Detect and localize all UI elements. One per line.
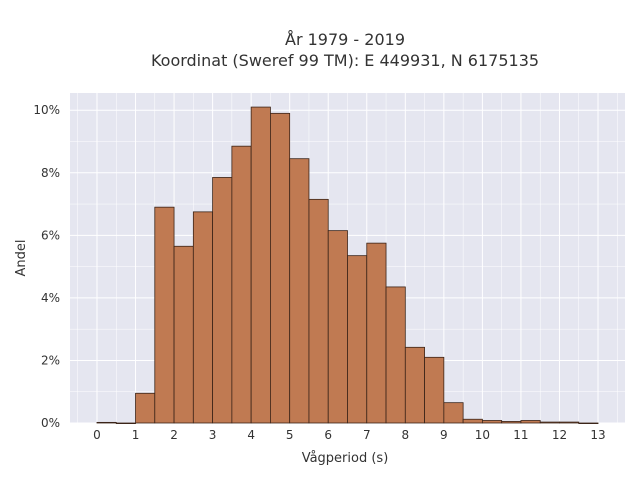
x-tick-label: 4 (247, 428, 255, 442)
histogram-bar (231, 145, 252, 424)
histogram-bar (327, 230, 348, 424)
x-tick-label: 0 (93, 428, 101, 442)
y-tick-label: 0% (41, 416, 60, 430)
histogram-bar (96, 421, 117, 424)
histogram-bar (404, 346, 425, 424)
histogram-bar (154, 206, 175, 424)
histogram-bar (289, 158, 310, 424)
x-tick-label: 10 (475, 428, 490, 442)
histogram-bar (212, 177, 233, 424)
histogram-bar (173, 245, 194, 424)
chart-title-line2: Koordinat (Sweref 99 TM): E 449931, N 61… (151, 51, 539, 70)
x-tick-label: 7 (363, 428, 371, 442)
x-tick-label: 12 (552, 428, 567, 442)
x-tick-label: 5 (286, 428, 294, 442)
histogram-bar (308, 198, 329, 424)
x-tick-labels: 0 1 2 3 4 5 6 7 8 9 10 11 12 13 (93, 428, 606, 442)
x-tick-label: 2 (170, 428, 178, 442)
histogram-bar (115, 422, 136, 425)
y-axis-label: Andel (14, 240, 29, 277)
x-tick-label: 8 (401, 428, 409, 442)
histogram-bar (462, 418, 483, 424)
x-tick-label: 1 (132, 428, 140, 442)
histogram-bar (481, 420, 503, 424)
y-tick-label: 8% (41, 166, 60, 180)
x-tick-label: 11 (513, 428, 528, 442)
histogram-bar (501, 421, 522, 424)
y-tick-label: 6% (41, 228, 60, 242)
x-tick-label: 13 (590, 428, 605, 442)
x-tick-label: 3 (209, 428, 217, 442)
histogram-bar (559, 421, 580, 424)
histogram-bar (192, 211, 214, 424)
y-tick-label: 10% (33, 103, 60, 117)
y-tick-labels: 0% 2% 4% 6% 8% 10% (33, 103, 60, 430)
x-tick-label: 6 (324, 428, 332, 442)
histogram-bar (424, 356, 445, 424)
chart-title-line1: År 1979 - 2019 (285, 30, 405, 49)
histogram-bar (135, 392, 156, 424)
x-tick-label: 9 (440, 428, 448, 442)
x-axis-label: Vågperiod (s) (302, 451, 389, 466)
histogram-bar (520, 420, 541, 424)
histogram-bar (443, 402, 464, 424)
y-tick-label: 2% (41, 353, 60, 367)
histogram-bar (539, 421, 560, 424)
histogram-bar (578, 422, 599, 425)
y-tick-label: 4% (41, 291, 60, 305)
histogram-bar (385, 286, 406, 424)
histogram-bar (347, 255, 368, 424)
histogram-bar (366, 242, 387, 424)
histogram-bar (250, 106, 271, 424)
histogram-bar (270, 112, 291, 424)
bars (96, 106, 599, 425)
